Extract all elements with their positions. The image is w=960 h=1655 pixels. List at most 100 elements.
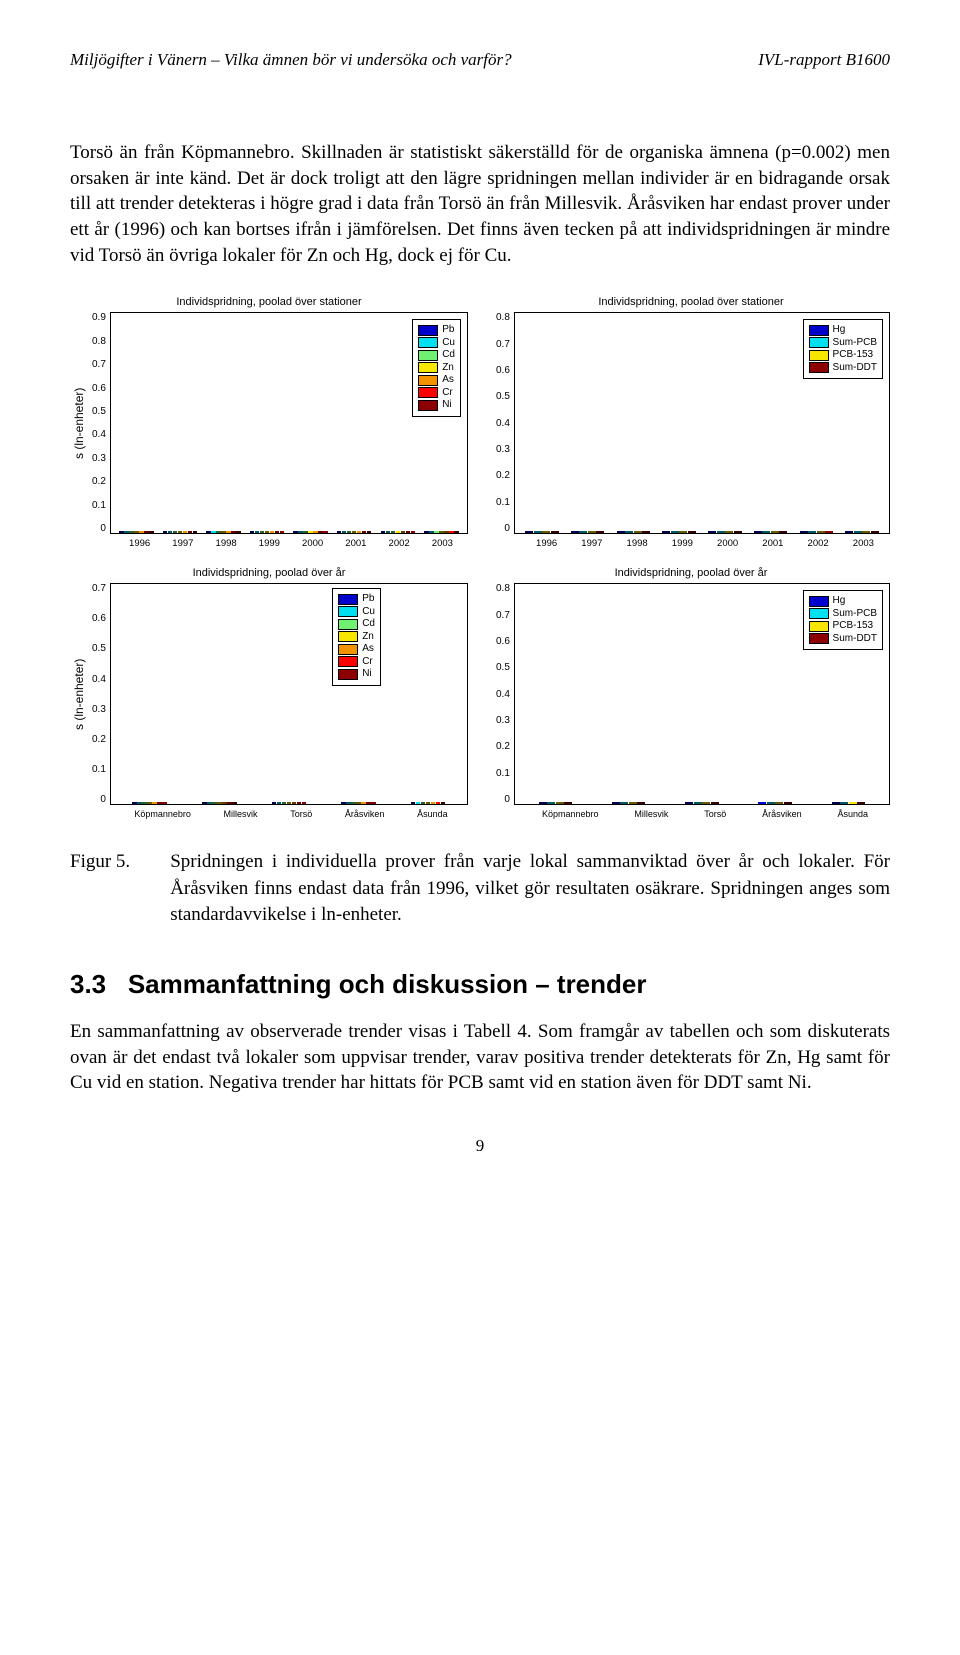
bar-group xyxy=(245,531,289,533)
bar xyxy=(391,531,396,533)
caption-text: Spridningen i individuella prover från v… xyxy=(170,849,890,929)
bar xyxy=(775,802,783,804)
bar xyxy=(702,802,710,804)
bar xyxy=(725,531,733,533)
bar xyxy=(163,531,168,533)
body-paragraph-2: En sammanfattning av observerade trender… xyxy=(70,1019,890,1096)
legend-swatch xyxy=(418,387,438,398)
bar xyxy=(411,531,416,533)
legend-swatch xyxy=(338,606,358,617)
bar xyxy=(168,531,173,533)
bar xyxy=(280,531,285,533)
legend-label: As xyxy=(362,643,374,656)
bar-group xyxy=(420,531,464,533)
legend-label: Ni xyxy=(442,399,451,412)
bar-group xyxy=(376,531,420,533)
legend-label: Cr xyxy=(442,387,453,400)
x-axis-labels: KöpmannebroMillesvikTorsöÅråsvikenÅsunda xyxy=(114,805,468,819)
section-title: Sammanfattning och diskussion – trender xyxy=(128,969,647,999)
bar xyxy=(421,802,426,804)
bar xyxy=(564,802,572,804)
bar xyxy=(436,802,441,804)
legend-swatch xyxy=(338,594,358,605)
bar xyxy=(371,802,376,804)
bar xyxy=(216,531,221,533)
bar xyxy=(212,802,217,804)
chart-title: Individspridning, poolad över år xyxy=(70,567,468,579)
bar xyxy=(362,531,367,533)
figure-caption: Figur 5. Spridningen i individuella prov… xyxy=(70,849,890,929)
y-axis-ticks: 0.90.80.70.60.50.40.30.20.10 xyxy=(88,312,110,534)
bar xyxy=(862,531,870,533)
bar xyxy=(767,802,775,804)
bar xyxy=(260,531,265,533)
legend-label: PCB-153 xyxy=(833,349,874,362)
bar xyxy=(534,531,542,533)
page-header: Miljögifter i Vänern – Vilka ämnen bör v… xyxy=(70,50,890,70)
bar xyxy=(444,531,449,533)
bar xyxy=(429,531,434,533)
page-number: 9 xyxy=(70,1136,890,1156)
bar xyxy=(431,802,436,804)
legend-swatch xyxy=(418,400,438,411)
bar xyxy=(857,802,865,804)
bar xyxy=(406,531,411,533)
bar-group xyxy=(332,531,376,533)
bar-group xyxy=(794,531,840,533)
bar xyxy=(845,531,853,533)
bar xyxy=(840,802,848,804)
bar xyxy=(784,802,792,804)
y-axis-ticks: 0.70.60.50.40.30.20.10 xyxy=(88,583,110,805)
bar xyxy=(662,531,670,533)
bar xyxy=(173,531,178,533)
bar xyxy=(211,531,216,533)
bar xyxy=(771,531,779,533)
legend-swatch xyxy=(418,337,438,348)
bar xyxy=(265,531,270,533)
bar xyxy=(629,802,637,804)
x-axis-labels: 19961997199819992000200120022003 xyxy=(520,534,890,549)
chart-legend: PbCuCdZnAsCrNi xyxy=(332,588,381,686)
section-heading: 3.3 Sammanfattning och diskussion – tren… xyxy=(70,969,890,1000)
bar xyxy=(551,531,559,533)
bar-group xyxy=(656,531,702,533)
legend-label: Hg xyxy=(833,595,846,608)
bar-group xyxy=(254,802,324,804)
bar xyxy=(542,531,550,533)
bar xyxy=(149,531,154,533)
legend-label: Sum-DDT xyxy=(833,633,877,646)
bar xyxy=(134,531,139,533)
bar-group xyxy=(665,802,738,804)
bar xyxy=(272,802,277,804)
legend-swatch xyxy=(418,325,438,336)
bar-group xyxy=(185,802,255,804)
legend-label: Sum-DDT xyxy=(833,362,877,375)
bar-group xyxy=(702,531,748,533)
bar xyxy=(779,531,787,533)
bar xyxy=(642,531,650,533)
bar xyxy=(236,531,241,533)
bar xyxy=(202,802,207,804)
legend-swatch xyxy=(809,325,829,336)
bar xyxy=(588,531,596,533)
bar xyxy=(634,531,642,533)
bar-group xyxy=(839,531,885,533)
legend-swatch xyxy=(418,350,438,361)
bar xyxy=(361,802,366,804)
bar xyxy=(832,802,840,804)
chart-title: Individspridning, poolad över stationer xyxy=(70,296,468,308)
bar xyxy=(337,531,342,533)
bar xyxy=(758,802,766,804)
bar xyxy=(287,802,292,804)
bar xyxy=(206,531,211,533)
bar xyxy=(871,531,879,533)
bar-group xyxy=(610,531,656,533)
bar xyxy=(439,531,444,533)
y-axis-label: s (ln-enheter) xyxy=(70,583,88,805)
bar xyxy=(367,531,372,533)
bar-group xyxy=(289,531,333,533)
bar xyxy=(351,802,356,804)
bar xyxy=(139,531,144,533)
bar xyxy=(152,802,157,804)
legend-swatch xyxy=(418,362,438,373)
